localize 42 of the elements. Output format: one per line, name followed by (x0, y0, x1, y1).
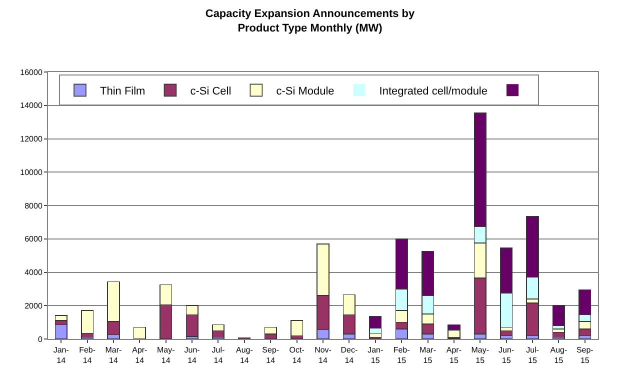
x-tick-label: May-15 (471, 346, 490, 365)
x-tick-label: Aug-14 (236, 346, 254, 365)
x-tick-label: May-14 (156, 346, 176, 365)
chart-title: Capacity Expansion Announcements by Product Type Monthly (MW) (205, 8, 416, 34)
x-tick-label: Nov-14 (314, 346, 332, 365)
x-tick-label: Oct-14 (289, 346, 305, 365)
y-tick-label: 4000 (24, 268, 43, 278)
x-tick-label: Apr-15 (446, 346, 462, 365)
bar (54, 315, 68, 322)
bar (552, 305, 566, 326)
x-tick-label: Aug-15 (550, 346, 568, 365)
x-tick-label: Feb-14 (79, 346, 96, 365)
y-tick-label: 0 (38, 334, 43, 344)
x-tick-label: Mar-15 (420, 346, 436, 365)
x-tick-label: Apr-14 (132, 346, 148, 365)
bar (290, 320, 304, 336)
legend-label: c-Si Cell (190, 85, 232, 98)
bar (54, 324, 68, 339)
x-tick-label: Dec-14 (340, 346, 358, 365)
x-tick-label: Jun-15 (498, 346, 514, 365)
x-tick-label: Sep-14 (262, 346, 280, 365)
x-tick-label: Sep-15 (576, 346, 594, 365)
bar (133, 326, 146, 339)
y-tick-label: 2000 (24, 301, 43, 310)
y-tick-label: 12000 (20, 134, 43, 144)
legend-label: Thin Film (100, 85, 146, 98)
x-tick-label: Jun-14 (184, 346, 200, 365)
x-tick-label: Jan-14 (53, 346, 70, 365)
x-tick-label: Jul-14 (212, 346, 226, 365)
y-tick-label: 14000 (20, 101, 43, 110)
bar (526, 302, 539, 336)
x-tick-label: Jan-15 (368, 346, 384, 365)
y-tick-label: 16000 (20, 68, 43, 77)
y-tick-label: 10000 (20, 168, 43, 177)
x-tick-label: Feb-15 (393, 346, 410, 365)
x-tick-label: Mar-14 (105, 346, 122, 365)
y-tick-label: 8000 (24, 201, 43, 210)
bar (80, 310, 94, 334)
x-tick-label: Jul-15 (526, 346, 540, 365)
legend-label: c-Si Module (276, 85, 334, 98)
y-tick-label: 6000 (24, 234, 43, 244)
legend-label: Integrated cell/module (379, 85, 488, 98)
